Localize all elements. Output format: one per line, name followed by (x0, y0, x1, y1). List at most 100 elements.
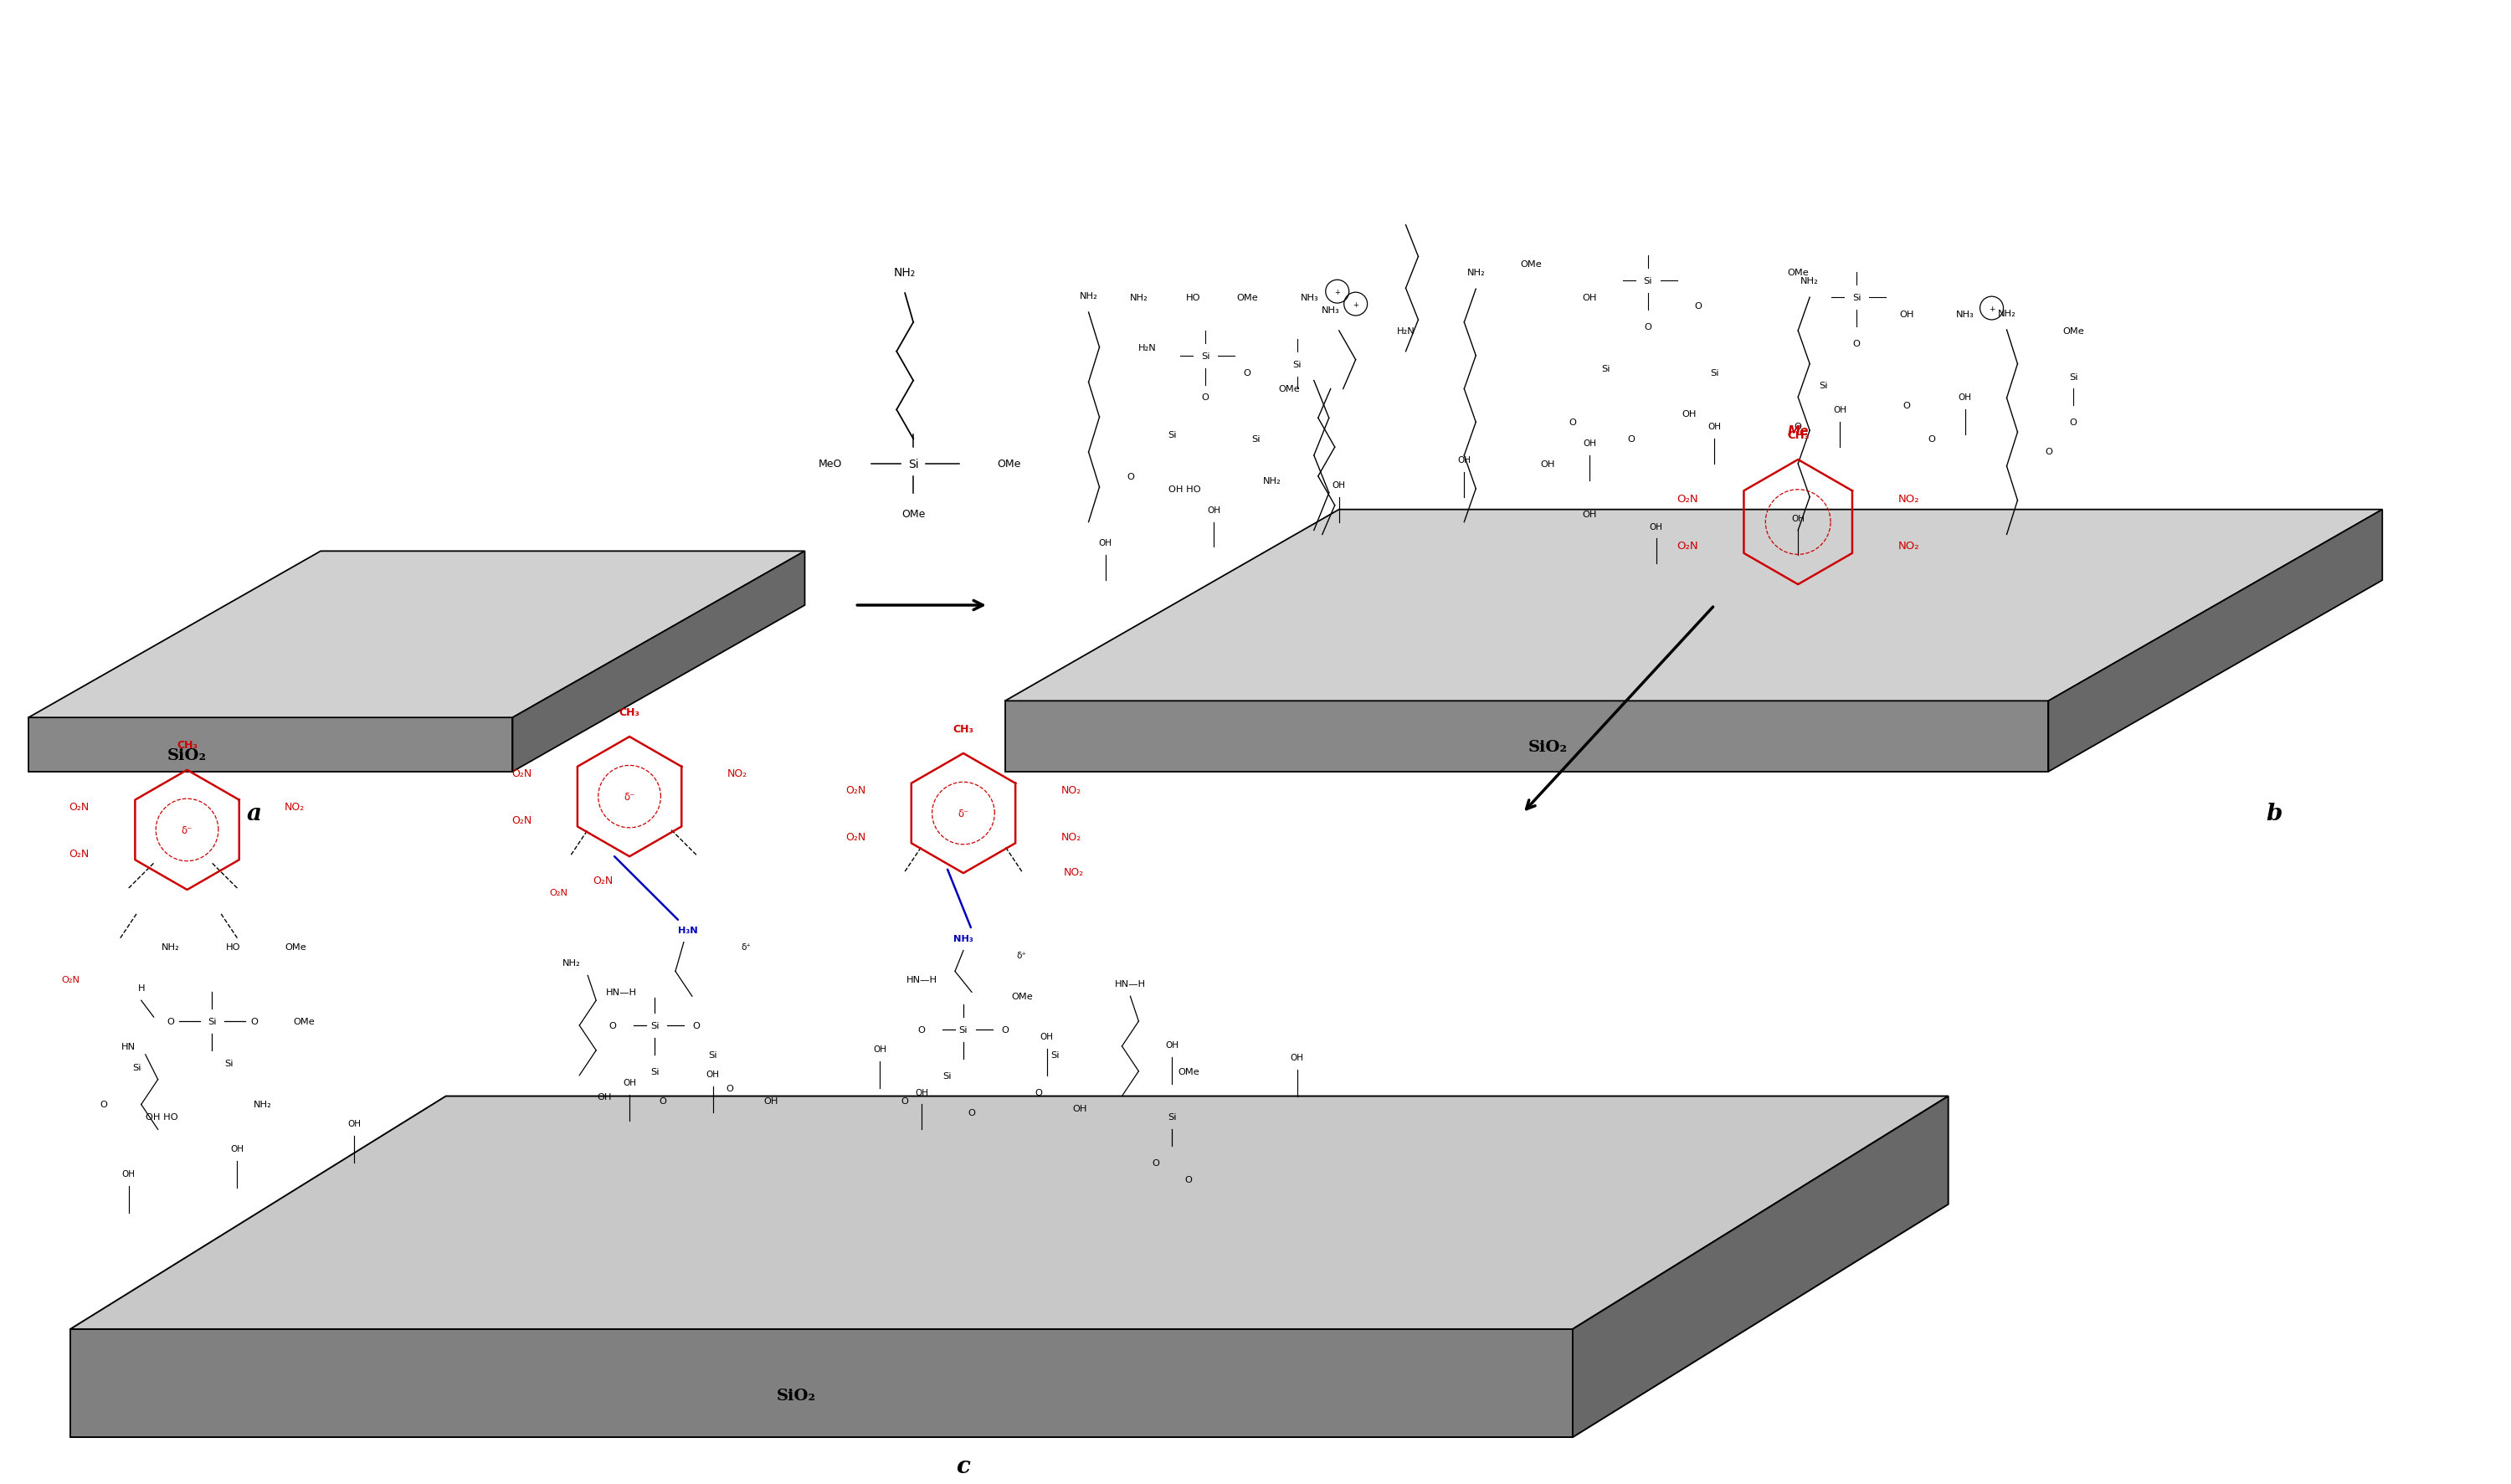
Text: OH: OH (1898, 310, 1913, 319)
Text: H: H (138, 984, 146, 993)
Text: OH: OH (1333, 481, 1346, 490)
Text: NH₃: NH₃ (1956, 310, 1974, 319)
Text: O₂N: O₂N (1677, 494, 1697, 505)
Text: O: O (2069, 418, 2077, 427)
Text: OH: OH (1707, 423, 1720, 430)
Text: OMe: OMe (1278, 386, 1301, 393)
Text: OH: OH (1539, 460, 1554, 469)
Text: δ⁺: δ⁺ (1017, 951, 1027, 959)
Text: Me: Me (1788, 424, 1808, 438)
Text: Si: Si (1293, 361, 1301, 368)
Text: NO₂: NO₂ (1065, 867, 1085, 877)
Text: OH: OH (1582, 439, 1597, 448)
Text: OMe: OMe (2062, 326, 2084, 335)
Text: NH₂: NH₂ (1800, 278, 1818, 285)
Text: O₂N: O₂N (70, 801, 90, 812)
Text: O₂N: O₂N (1677, 540, 1697, 551)
Text: Si: Si (1710, 368, 1720, 377)
Polygon shape (1004, 702, 2049, 772)
Text: O₂N: O₂N (70, 847, 90, 859)
Text: O: O (1569, 418, 1577, 427)
Text: OH: OH (874, 1045, 886, 1054)
Text: OH: OH (1040, 1033, 1055, 1040)
Text: O: O (1928, 435, 1936, 444)
Text: O: O (1853, 340, 1861, 347)
Text: O: O (660, 1097, 665, 1104)
Polygon shape (2049, 510, 2383, 772)
Text: O: O (100, 1101, 108, 1109)
Text: δ⁻: δ⁻ (181, 825, 193, 835)
Text: b: b (2265, 803, 2282, 825)
Text: OH: OH (914, 1088, 929, 1097)
Text: NO₂: NO₂ (284, 801, 304, 812)
Text: Si: Si (1168, 1113, 1178, 1122)
Text: NH₂: NH₂ (1130, 294, 1148, 303)
Text: NH₂: NH₂ (1999, 310, 2016, 318)
Text: Si: Si (959, 1025, 967, 1034)
Polygon shape (70, 1330, 1572, 1438)
Text: NH₂: NH₂ (894, 267, 917, 279)
Text: Si: Si (1200, 352, 1210, 361)
Text: OH: OH (623, 1077, 635, 1086)
Text: Si: Si (1818, 381, 1828, 389)
Text: OH: OH (347, 1119, 362, 1128)
Text: OMe: OMe (997, 459, 1019, 469)
Text: HN—H: HN—H (906, 975, 937, 984)
Text: O: O (693, 1021, 701, 1030)
Text: CH₃: CH₃ (176, 741, 198, 751)
Polygon shape (512, 552, 804, 772)
Text: Si: Si (1642, 278, 1652, 285)
Text: δ⁻: δ⁻ (957, 809, 969, 819)
Text: SiO₂: SiO₂ (168, 748, 206, 763)
Text: δ⁻: δ⁻ (623, 791, 635, 803)
Text: O₂N: O₂N (512, 815, 532, 825)
Text: OMe: OMe (1178, 1067, 1200, 1076)
Text: O: O (1903, 402, 1911, 410)
Text: Si: Si (1050, 1051, 1060, 1060)
Text: O₂N: O₂N (593, 874, 613, 886)
Text: NO₂: NO₂ (1062, 785, 1082, 795)
Text: H₃N: H₃N (678, 926, 698, 933)
Polygon shape (28, 552, 804, 718)
Text: O: O (1645, 324, 1652, 331)
Text: O: O (1695, 303, 1702, 310)
Text: NO₂: NO₂ (1898, 494, 1918, 505)
Text: Si: Si (1168, 430, 1178, 439)
Text: OH: OH (1072, 1104, 1087, 1113)
Text: CH₃: CH₃ (620, 706, 640, 717)
Text: O: O (610, 1021, 618, 1030)
Text: HO: HO (1185, 294, 1200, 303)
Text: CH₃: CH₃ (952, 723, 974, 735)
Text: Si: Si (650, 1021, 658, 1030)
Text: c: c (957, 1456, 969, 1478)
Text: OH: OH (231, 1144, 244, 1153)
Text: OH: OH (706, 1070, 721, 1077)
Text: OMe: OMe (1235, 294, 1258, 303)
Text: O: O (166, 1017, 173, 1025)
Text: NH₂: NH₂ (161, 942, 178, 951)
Text: MeO: MeO (819, 459, 841, 469)
Text: HO: HO (226, 942, 241, 951)
Text: OH: OH (123, 1169, 136, 1178)
Text: Si: Si (2069, 372, 2079, 381)
Text: O: O (1627, 435, 1635, 444)
Text: OH: OH (763, 1097, 778, 1104)
Text: HN: HN (121, 1042, 136, 1051)
Text: O: O (726, 1083, 733, 1092)
Text: OH: OH (1959, 393, 1971, 402)
Text: OMe: OMe (1519, 261, 1542, 269)
Text: NH₂: NH₂ (1263, 476, 1281, 485)
Text: Si: Si (208, 1017, 216, 1025)
Text: OH: OH (1582, 510, 1597, 518)
Text: Si: Si (909, 459, 919, 470)
Text: OH: OH (1650, 522, 1662, 531)
Text: NH₂: NH₂ (254, 1101, 271, 1109)
Text: OH: OH (1833, 407, 1846, 414)
Text: HN—H: HN—H (605, 988, 638, 997)
Text: δ⁺: δ⁺ (741, 942, 751, 951)
Text: O: O (251, 1017, 259, 1025)
Text: O: O (1035, 1088, 1042, 1097)
Text: OMe: OMe (901, 509, 924, 519)
Text: OH: OH (1100, 539, 1112, 548)
Text: SiO₂: SiO₂ (1529, 739, 1567, 754)
